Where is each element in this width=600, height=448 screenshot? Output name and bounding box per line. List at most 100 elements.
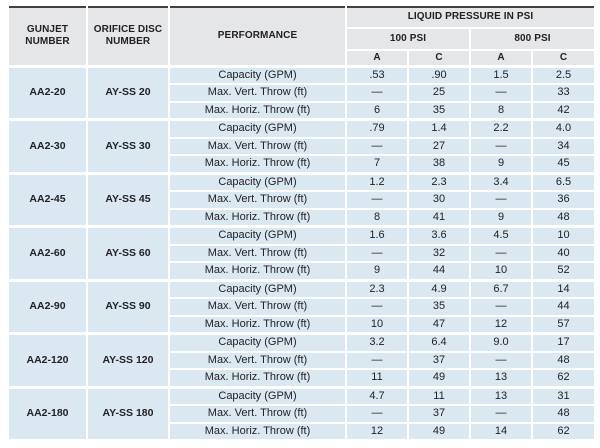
value-cell: 33 [531, 83, 594, 102]
header-gunjet-number: GUNJET NUMBER [7, 7, 87, 68]
spray-performance-table: GUNJET NUMBER ORIFICE DISC NUMBER PERFOR… [7, 6, 594, 439]
value-cell: 57 [531, 314, 594, 334]
value-cell: 13 [469, 385, 532, 405]
value-cell: 8 [345, 207, 408, 227]
orifice-disc-cell: AY-SS 180 [86, 385, 169, 439]
value-cell: 44 [407, 261, 470, 280]
header-subcol-c-800: C [531, 50, 594, 68]
value-cell: 42 [531, 100, 594, 120]
header-subcol-a-800: A [469, 50, 532, 68]
gunjet-number-cell: AA2-90 [7, 278, 87, 334]
orifice-disc-cell: AY-SS 60 [86, 225, 169, 280]
header-row-2: 100 PSI 800 PSI [8, 28, 594, 51]
performance-label: Capacity (GPM) [168, 64, 346, 84]
table-row: Max. Vert. Throw (ft) —25—33 [8, 83, 594, 102]
value-cell: 62 [531, 421, 594, 439]
header-performance: PERFORMANCE [168, 7, 346, 68]
header-subcol-c-100: C [407, 50, 470, 68]
performance-label: Max. Vert. Throw (ft) [168, 297, 346, 316]
performance-label: Max. Vert. Throw (ft) [168, 243, 346, 262]
value-cell: 2.3 [407, 171, 470, 191]
performance-label: Max. Horiz. Throw (ft) [168, 368, 346, 387]
table-row: Max. Vert. Throw (ft) —27—34 [8, 136, 594, 155]
value-cell: 35 [407, 297, 470, 316]
value-cell: 9 [469, 207, 532, 227]
value-cell: 9.0 [469, 332, 532, 352]
value-cell: — [469, 350, 532, 369]
value-cell: 6.4 [407, 332, 470, 352]
value-cell: 14 [531, 278, 594, 298]
value-cell: 52 [531, 261, 594, 280]
gunjet-number-cell: AA2-20 [7, 64, 87, 120]
value-cell: 1.2 [345, 171, 408, 191]
header-row-3: A C A C [8, 50, 594, 68]
value-cell: 30 [407, 190, 470, 209]
value-cell: 3.4 [469, 171, 532, 191]
value-cell: 3.6 [407, 225, 470, 245]
value-cell: 35 [407, 100, 470, 120]
performance-label: Max. Vert. Throw (ft) [168, 136, 346, 155]
value-cell: 47 [407, 314, 470, 334]
table-body: AA2-20 AY-SS 20 Capacity (GPM) .53.90 1.5 2.5… [7, 64, 594, 439]
performance-label: Capacity (GPM) [168, 118, 346, 138]
value-cell: 49 [407, 368, 470, 387]
value-cell: 48 [531, 350, 594, 369]
value-cell: 6.5 [531, 171, 594, 191]
value-cell: 6 [345, 100, 408, 120]
performance-label: Max. Horiz. Throw (ft) [168, 314, 346, 334]
orifice-disc-cell: AY-SS 20 [86, 64, 169, 120]
value-cell: 12 [469, 314, 532, 334]
value-cell: — [345, 190, 408, 209]
value-cell: 2.2 [469, 118, 532, 138]
value-cell: — [345, 83, 408, 102]
value-cell: 13 [469, 368, 532, 387]
value-cell: 36 [531, 190, 594, 209]
header-subcol-a-100: A [345, 50, 408, 68]
table-row: Max. Vert. Throw (ft) —37—48 [8, 350, 594, 369]
performance-label: Capacity (GPM) [168, 332, 346, 352]
performance-label: Max. Vert. Throw (ft) [168, 350, 346, 369]
header-800-psi: 800 PSI [469, 28, 594, 51]
gunjet-number-cell: AA2-180 [7, 385, 87, 439]
value-cell: .53 [345, 64, 408, 84]
header-row-1: GUNJET NUMBER ORIFICE DISC NUMBER PERFOR… [7, 7, 594, 68]
table-row: AA2-180 AY-SS 180 Capacity (GPM) 4.7 11 13 31 [7, 385, 594, 439]
table-row: AA2-90 AY-SS 90 Capacity (GPM) 2.3 4.9 6.7 14 [7, 278, 594, 334]
performance-label: Max. Horiz. Throw (ft) [168, 207, 346, 227]
value-cell: 10 [345, 314, 408, 334]
table-row: Max. Horiz. Throw (ft) 8 41 9 48 [8, 207, 594, 227]
value-cell: 48 [531, 207, 594, 227]
value-cell: 31 [531, 385, 594, 405]
table-row: Max. Vert. Throw (ft) —32—40 [8, 243, 594, 262]
value-cell: 41 [407, 207, 470, 227]
value-cell: — [345, 350, 408, 369]
table-row: Max. Horiz. Throw (ft) 6 35 8 42 [8, 100, 594, 120]
performance-label: Max. Horiz. Throw (ft) [168, 100, 346, 120]
value-cell: 6.7 [469, 278, 532, 298]
table-row: Max. Horiz. Throw (ft) 11 49 13 62 [8, 368, 594, 387]
value-cell: — [469, 136, 532, 155]
value-cell: 49 [407, 421, 470, 439]
performance-label: Max. Vert. Throw (ft) [168, 404, 346, 423]
gunjet-number-cell: AA2-30 [7, 118, 87, 173]
table-row: Max. Horiz. Throw (ft) 9 44 10 52 [8, 261, 594, 280]
value-cell: 62 [531, 368, 594, 387]
performance-label: Max. Horiz. Throw (ft) [168, 261, 346, 280]
value-cell: 2.5 [531, 64, 594, 84]
performance-label: Max. Vert. Throw (ft) [168, 190, 346, 209]
value-cell: 45 [531, 154, 594, 173]
value-cell: 8 [469, 100, 532, 120]
orifice-disc-cell: AY-SS 90 [86, 278, 169, 334]
orifice-disc-cell: AY-SS 30 [86, 118, 169, 173]
table-row: Max. Horiz. Throw (ft) 7 38 9 45 [8, 154, 594, 173]
header-100-psi: 100 PSI [345, 28, 470, 51]
value-cell: 48 [531, 404, 594, 423]
value-cell: 17 [531, 332, 594, 352]
value-cell: 12 [345, 421, 408, 439]
value-cell: .90 [407, 64, 470, 84]
value-cell: — [469, 243, 532, 262]
table-row: AA2-20 AY-SS 20 Capacity (GPM) .53.90 1.5 2.5 [7, 64, 594, 120]
value-cell: 7 [345, 154, 408, 173]
value-cell: 37 [407, 350, 470, 369]
table-row: Max. Horiz. Throw (ft) 10 47 12 57 [8, 314, 594, 334]
